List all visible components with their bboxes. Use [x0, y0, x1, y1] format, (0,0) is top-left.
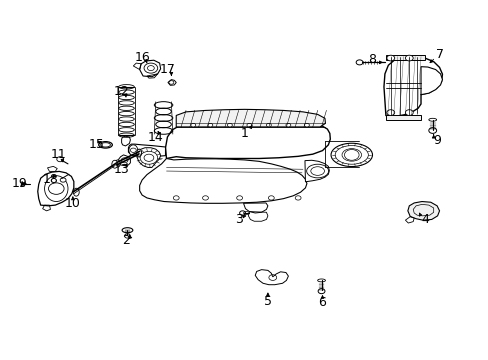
Circle shape	[386, 55, 394, 61]
Text: 15: 15	[88, 138, 104, 151]
Polygon shape	[38, 171, 74, 206]
Circle shape	[48, 183, 64, 194]
Text: 1: 1	[240, 127, 248, 140]
Polygon shape	[137, 148, 160, 167]
Circle shape	[202, 196, 208, 200]
Polygon shape	[140, 158, 306, 203]
Ellipse shape	[330, 143, 372, 167]
Polygon shape	[383, 57, 442, 116]
Circle shape	[57, 157, 63, 162]
Polygon shape	[420, 67, 442, 95]
Circle shape	[405, 55, 412, 61]
Circle shape	[130, 148, 136, 152]
Circle shape	[236, 196, 242, 200]
Text: 16: 16	[134, 51, 150, 64]
Circle shape	[318, 289, 325, 294]
Text: 2: 2	[122, 234, 130, 247]
Circle shape	[266, 123, 271, 127]
Polygon shape	[122, 136, 130, 146]
Text: 17: 17	[159, 63, 175, 76]
Ellipse shape	[129, 145, 138, 156]
Polygon shape	[119, 155, 130, 166]
Text: 4: 4	[420, 213, 428, 226]
Text: 8: 8	[367, 53, 375, 66]
Ellipse shape	[137, 149, 142, 156]
Text: 5: 5	[264, 296, 271, 309]
Text: 10: 10	[65, 197, 81, 210]
Polygon shape	[140, 60, 160, 77]
Text: 11: 11	[50, 148, 66, 161]
Circle shape	[304, 123, 309, 127]
Text: 3: 3	[234, 213, 242, 226]
Circle shape	[227, 123, 232, 127]
Circle shape	[60, 178, 66, 182]
Circle shape	[246, 123, 251, 127]
Text: 19: 19	[11, 177, 27, 190]
Polygon shape	[407, 202, 439, 220]
Text: 7: 7	[435, 48, 443, 61]
Text: 6: 6	[318, 296, 326, 309]
Circle shape	[207, 123, 212, 127]
Polygon shape	[243, 203, 267, 213]
Polygon shape	[305, 160, 329, 182]
Text: 18: 18	[42, 173, 58, 186]
Circle shape	[295, 196, 301, 200]
Circle shape	[239, 211, 245, 215]
Ellipse shape	[115, 160, 120, 167]
Ellipse shape	[73, 188, 79, 196]
Ellipse shape	[112, 160, 118, 168]
Text: 9: 9	[433, 134, 441, 147]
Polygon shape	[385, 115, 420, 120]
Circle shape	[355, 60, 362, 65]
Circle shape	[285, 123, 290, 127]
Circle shape	[124, 234, 130, 238]
Text: 12: 12	[114, 85, 129, 98]
Polygon shape	[165, 122, 330, 158]
Text: 14: 14	[147, 131, 163, 144]
Polygon shape	[128, 144, 165, 157]
Circle shape	[173, 196, 179, 200]
Circle shape	[405, 110, 412, 116]
Circle shape	[386, 110, 394, 116]
Polygon shape	[385, 55, 424, 60]
Circle shape	[190, 123, 195, 127]
Circle shape	[268, 196, 274, 200]
Circle shape	[428, 128, 436, 134]
Text: 13: 13	[114, 163, 129, 176]
Polygon shape	[176, 109, 325, 127]
